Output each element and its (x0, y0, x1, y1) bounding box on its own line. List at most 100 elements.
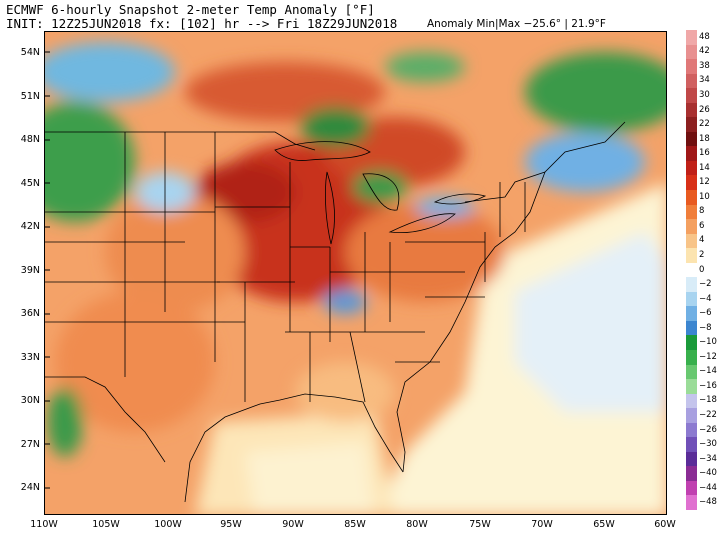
lake-huron (362, 173, 400, 211)
colorbar-label: 4 (699, 235, 705, 246)
colorbar-segment (686, 364, 697, 380)
colorbar-segment (686, 117, 697, 133)
lat-label: 30N (20, 395, 40, 406)
lon-label: 70W (531, 519, 553, 530)
boundary-lines (45, 121, 626, 503)
lat-label: 45N (20, 178, 40, 189)
lon-label: 80W (406, 519, 428, 530)
colorbar-label: −22 (699, 409, 717, 420)
lon-label: 60W (654, 519, 676, 530)
cool-anomaly-great-lakes (300, 107, 370, 147)
lake-ontario (433, 193, 487, 205)
colorbar-segment (686, 219, 697, 235)
colorbar-label: 48 (699, 31, 710, 42)
lat-label: 24N (20, 482, 40, 493)
lon-label: 90W (282, 519, 304, 530)
lat-label: 42N (20, 221, 40, 232)
colorbar-segment (686, 59, 697, 75)
colorbar-label: 6 (699, 220, 705, 231)
init-text: INIT: 12Z25JUN2018 fx: [102] hr --> Fri … (6, 16, 398, 31)
colorbar-segment (686, 44, 697, 60)
colorbar-segment (686, 393, 697, 409)
lon-label: 75W (469, 519, 491, 530)
colorbar-segment (686, 291, 697, 307)
lat-label: 33N (20, 352, 40, 363)
lon-label: 65W (593, 519, 615, 530)
colorbar-segment (686, 437, 697, 453)
lon-label: 95W (220, 519, 242, 530)
colorbar-label: −26 (699, 424, 717, 435)
colorbar-label: 38 (699, 60, 710, 71)
lake-michigan (324, 171, 335, 245)
mexico-border (45, 376, 166, 463)
colorbar-label: 12 (699, 177, 710, 188)
lon-label: 85W (344, 519, 366, 530)
colorbar-label: −4 (699, 293, 712, 304)
lat-label: 51N (20, 91, 40, 102)
colorbar-label: 0 (699, 264, 705, 275)
lat-label: 39N (20, 265, 40, 276)
title-text: ECMWF 6-hourly Snapshot 2-meter Temp Ano… (6, 2, 375, 17)
colorbar-label: 30 (699, 89, 710, 100)
colorbar-label: −8 (699, 322, 712, 333)
colorbar-segment (686, 190, 697, 206)
lake-erie (388, 213, 456, 234)
atlantic-coastline (396, 171, 546, 473)
anomaly-range-text: Anomaly Min|Max −25.6° | 21.9°F (427, 18, 606, 30)
colorbar-segment (686, 306, 697, 322)
colorbar-label: −30 (699, 439, 717, 450)
colorbar-label: −10 (699, 337, 717, 348)
colorbar (686, 30, 697, 511)
colorbar-segment (686, 160, 697, 176)
colorbar-segment (686, 320, 697, 336)
lon-label: 105W (92, 519, 120, 530)
lon-label: 110W (30, 519, 58, 530)
colorbar-label: 16 (699, 148, 710, 159)
colorbar-label: −16 (699, 380, 717, 391)
colorbar-label: −6 (699, 308, 712, 319)
colorbar-segment (686, 204, 697, 220)
colorbar-label: −44 (699, 482, 717, 493)
axis-ticks (45, 51, 50, 489)
anomaly-map (44, 31, 667, 515)
colorbar-segment (686, 146, 697, 162)
gulf-coastline (184, 393, 404, 503)
colorbar-segment (686, 422, 697, 438)
colorbar-segment (686, 102, 697, 118)
colorbar-label: −40 (699, 468, 717, 479)
colorbar-label: 26 (699, 104, 710, 115)
colorbar-segment (686, 175, 697, 191)
colorbar-label: −18 (699, 395, 717, 406)
colorbar-segment (686, 350, 697, 366)
lat-label: 48N (20, 134, 40, 145)
colorbar-segment (686, 233, 697, 249)
colorbar-label: 42 (699, 46, 710, 57)
colorbar-label: −2 (699, 279, 712, 290)
us-canada-border (45, 131, 316, 151)
colorbar-segment (686, 73, 697, 89)
colorbar-segment (686, 480, 697, 496)
colorbar-segment (686, 335, 697, 351)
colorbar-label: −14 (699, 366, 717, 377)
colorbar-segment (686, 379, 697, 395)
colorbar-label: 34 (699, 75, 710, 86)
colorbar-segment (686, 131, 697, 147)
colorbar-label: 18 (699, 133, 710, 144)
colorbar-segment (686, 277, 697, 293)
colorbar-segment (686, 495, 697, 511)
colorbar-segment (686, 408, 697, 424)
colorbar-label: −48 (699, 497, 717, 508)
lake-superior (274, 141, 371, 161)
colorbar-segment (686, 248, 697, 264)
colorbar-label: −12 (699, 351, 717, 362)
colorbar-label: 14 (699, 162, 710, 173)
colorbar-label: 2 (699, 249, 705, 260)
colorbar-segment (686, 451, 697, 467)
colorbar-label: −34 (699, 453, 717, 464)
colorbar-segment (686, 262, 697, 278)
lon-label: 100W (154, 519, 182, 530)
lat-label: 36N (20, 308, 40, 319)
lat-label: 27N (20, 439, 40, 450)
colorbar-label: 22 (699, 119, 710, 130)
colorbar-label: 10 (699, 191, 710, 202)
